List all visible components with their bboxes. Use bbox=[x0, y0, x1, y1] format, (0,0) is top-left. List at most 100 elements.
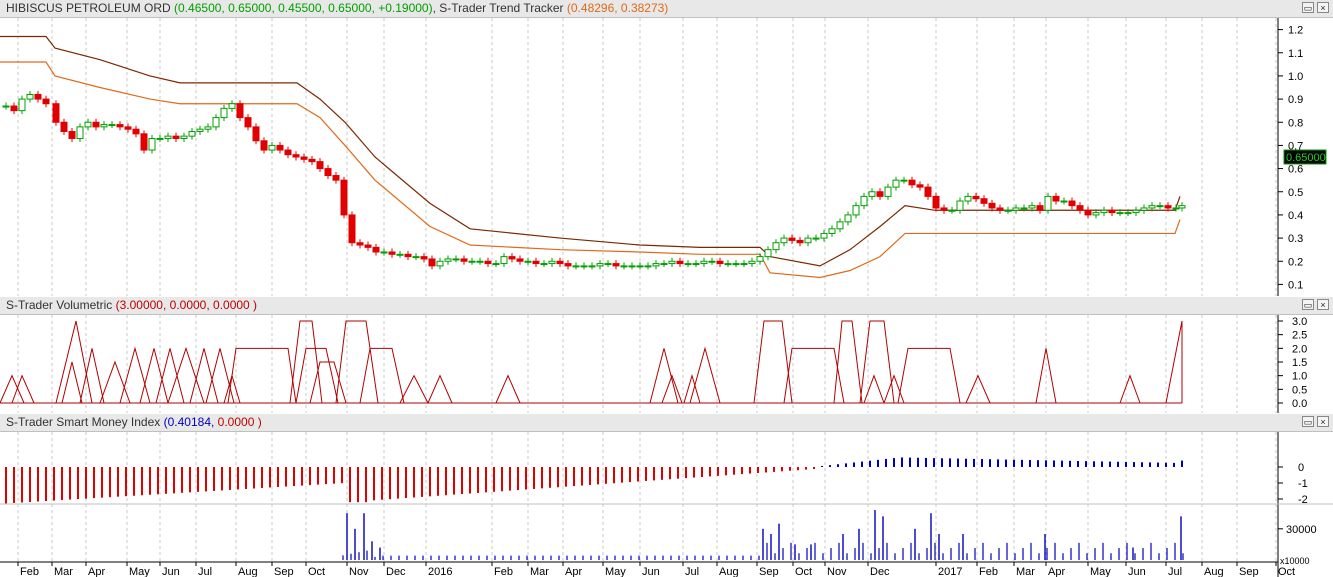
volumetric-chart[interactable]: 3.0 2.52.0 1.5 1.00.5 0.0 bbox=[0, 315, 1333, 413]
x-tick-label: Aug bbox=[719, 566, 739, 577]
smi-y-tick-label: -1 bbox=[1298, 478, 1308, 490]
vm-spike bbox=[167, 346, 205, 404]
vm-spike bbox=[965, 374, 991, 404]
vm-plateau bbox=[309, 361, 347, 404]
vm-plateau bbox=[833, 320, 863, 404]
candle-body bbox=[460, 258, 468, 262]
candle-body bbox=[604, 263, 612, 266]
candle-body bbox=[220, 107, 228, 119]
candle-body bbox=[740, 263, 748, 266]
candle-body bbox=[108, 124, 116, 127]
candle-body bbox=[628, 265, 636, 268]
candle-body bbox=[412, 256, 420, 259]
candle-body bbox=[244, 117, 252, 128]
candle-body bbox=[356, 242, 364, 246]
candle-body bbox=[732, 263, 740, 266]
candle-body bbox=[292, 154, 300, 158]
trend-tracker-upper bbox=[0, 35, 1181, 267]
x-tick-label: Jul bbox=[1168, 566, 1182, 577]
restore-icon[interactable]: ▭ bbox=[1302, 2, 1314, 13]
x-tick-label: Jul bbox=[198, 566, 212, 577]
candle-body bbox=[164, 135, 172, 139]
candle-body bbox=[26, 93, 34, 100]
price-y-tick-label: 0.1 bbox=[1288, 279, 1303, 291]
price-chart[interactable]: 1.2 1.1 1.0 0.9 0.8 0.7 0.6 0.5 0.4 0.3 0.2 0.1 0.65… bbox=[0, 18, 1333, 296]
x-tick-label: Jun bbox=[642, 566, 660, 577]
x-tick-label: Sep bbox=[274, 566, 294, 577]
candle-body bbox=[844, 214, 852, 223]
candle-body bbox=[964, 195, 972, 202]
candle-body bbox=[668, 260, 676, 265]
candle-body bbox=[324, 168, 332, 177]
candle-body bbox=[316, 161, 324, 170]
x-tick-label: Aug bbox=[238, 566, 258, 577]
close-icon[interactable]: × bbox=[1317, 416, 1329, 427]
candle-body bbox=[556, 260, 564, 265]
price-y-tick-label: 1.0 bbox=[1288, 71, 1303, 83]
candle-body bbox=[188, 131, 196, 137]
price-y-tick-label: 1.1 bbox=[1288, 48, 1303, 60]
candle-body bbox=[764, 249, 772, 258]
candle-body bbox=[132, 128, 140, 135]
candle-body bbox=[42, 98, 50, 105]
vm-spike bbox=[79, 348, 105, 404]
close-icon[interactable]: × bbox=[1317, 299, 1329, 310]
candle-body bbox=[676, 260, 684, 265]
symbol-name: HIBISCUS PETROLEUM ORD bbox=[6, 1, 171, 15]
x-tick-label: Feb bbox=[494, 566, 513, 577]
candle-body bbox=[1100, 209, 1108, 214]
vm-spike bbox=[495, 374, 521, 404]
trend-tracker-lower bbox=[0, 61, 1181, 279]
vm-spike bbox=[427, 374, 453, 404]
candle-body bbox=[996, 207, 1004, 211]
candle-body bbox=[148, 137, 156, 151]
candle-body bbox=[724, 263, 732, 266]
candle-body bbox=[524, 260, 532, 263]
price-y-tick-label: 0.3 bbox=[1288, 233, 1303, 245]
candle-body bbox=[372, 246, 380, 253]
price-y-tick-label: 0.8 bbox=[1288, 117, 1303, 129]
x-tick-label: Feb bbox=[979, 566, 998, 577]
candle-body bbox=[900, 179, 908, 182]
price-pane: HIBISCUS PETROLEUM ORD (0.46500, 0.65000… bbox=[0, 0, 1333, 296]
candle-body bbox=[468, 260, 476, 263]
candle-body bbox=[500, 256, 508, 265]
restore-icon[interactable]: ▭ bbox=[1302, 416, 1314, 427]
smi-volume-chart[interactable]: 0 -1 -2 30000 x10000 Feb Mar Apr May Jun Jul Aug Sep… bbox=[0, 432, 1333, 577]
candle-body bbox=[396, 253, 404, 256]
candle-body bbox=[532, 260, 540, 265]
vm-spike bbox=[139, 348, 169, 404]
candle-body bbox=[84, 121, 92, 128]
candle-body bbox=[956, 200, 964, 211]
vm-plateau bbox=[335, 320, 379, 404]
candle-body bbox=[228, 103, 236, 109]
candle-body bbox=[252, 126, 260, 142]
x-tick-label: Oct bbox=[795, 566, 812, 577]
candle-body bbox=[1148, 205, 1156, 209]
restore-icon[interactable]: ▭ bbox=[1302, 299, 1314, 310]
candle-body bbox=[836, 221, 844, 230]
candle-body bbox=[1172, 207, 1180, 210]
candle-body bbox=[932, 195, 940, 209]
candle-body bbox=[804, 237, 812, 244]
vm-spike bbox=[399, 374, 429, 404]
vm-spike bbox=[99, 360, 131, 404]
candle-body bbox=[564, 263, 572, 267]
candle-body bbox=[860, 195, 868, 207]
candle-body bbox=[1028, 205, 1036, 209]
candle-body bbox=[916, 184, 924, 188]
candle-body bbox=[380, 251, 388, 254]
candle-body bbox=[756, 256, 764, 262]
candle-body bbox=[92, 121, 100, 128]
candle-body bbox=[540, 263, 548, 266]
candle-body bbox=[76, 126, 84, 139]
candle-body bbox=[796, 239, 804, 244]
smi-title: S-Trader Smart Money Index bbox=[6, 415, 161, 429]
x-tick-label: Jun bbox=[1128, 566, 1146, 577]
close-icon[interactable]: × bbox=[1317, 2, 1329, 13]
volumetric-pane: S-Trader Volumetric (3.00000, 0.0000, 0.… bbox=[0, 297, 1333, 413]
candle-body bbox=[1020, 207, 1028, 210]
vm-plateau bbox=[295, 347, 339, 404]
candle-body bbox=[980, 198, 988, 204]
x-tick-label: Apr bbox=[1048, 566, 1065, 577]
